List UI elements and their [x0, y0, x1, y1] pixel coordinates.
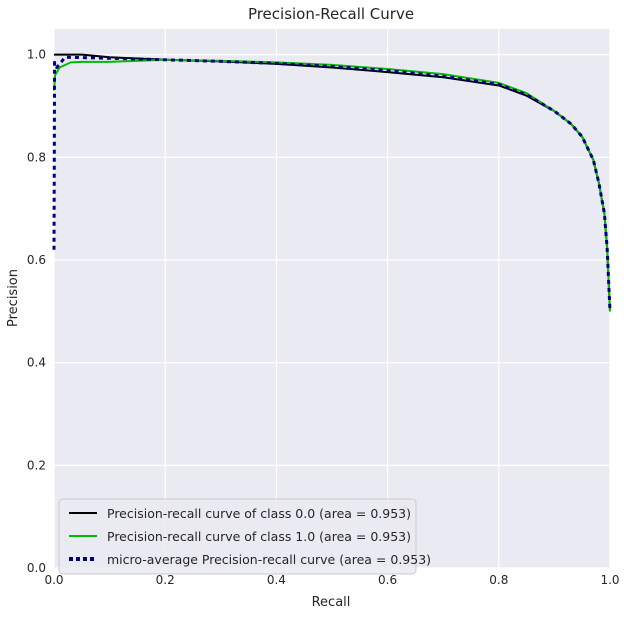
- legend-entry: micro-average Precision-recall curve (ar…: [107, 552, 431, 567]
- y-axis-label: Precision: [6, 269, 21, 327]
- tick-labels: 0.0 0.2 0.4 0.6 0.8 1.0 0.0 0.2 0.4 0.6 0.8 1.0: [27, 48, 620, 587]
- y-tick-label: 0.4: [27, 356, 46, 370]
- series-layer: [52, 53, 612, 312]
- legend: Precision-recall curve of class 0.0 (are…: [58, 498, 431, 575]
- x-tick-label: 0.2: [156, 573, 175, 587]
- legend-entry: Precision-recall curve of class 0.0 (are…: [107, 506, 411, 521]
- x-tick-label: 0.0: [44, 573, 63, 587]
- y-tick-label: 0.0: [27, 561, 46, 575]
- legend-entry: Precision-recall curve of class 1.0 (are…: [107, 529, 411, 544]
- legend-box: [58, 498, 417, 575]
- x-tick-label: 0.4: [267, 573, 286, 587]
- x-tick-label: 0.8: [489, 573, 508, 587]
- chart-title: Precision-Recall Curve: [248, 5, 414, 23]
- y-tick-label: 1.0: [27, 48, 46, 62]
- grid-lines: [53, 29, 611, 569]
- y-tick-label: 0.8: [27, 150, 46, 164]
- x-axis-label: Recall: [312, 595, 351, 610]
- series-line-2: [52, 55, 612, 312]
- x-tick-label: 0.6: [378, 573, 397, 587]
- plot-area: [54, 29, 610, 568]
- y-tick-label: 0.6: [27, 253, 46, 267]
- y-tick-label: 0.2: [27, 458, 46, 472]
- x-tick-label: 1.0: [600, 573, 619, 587]
